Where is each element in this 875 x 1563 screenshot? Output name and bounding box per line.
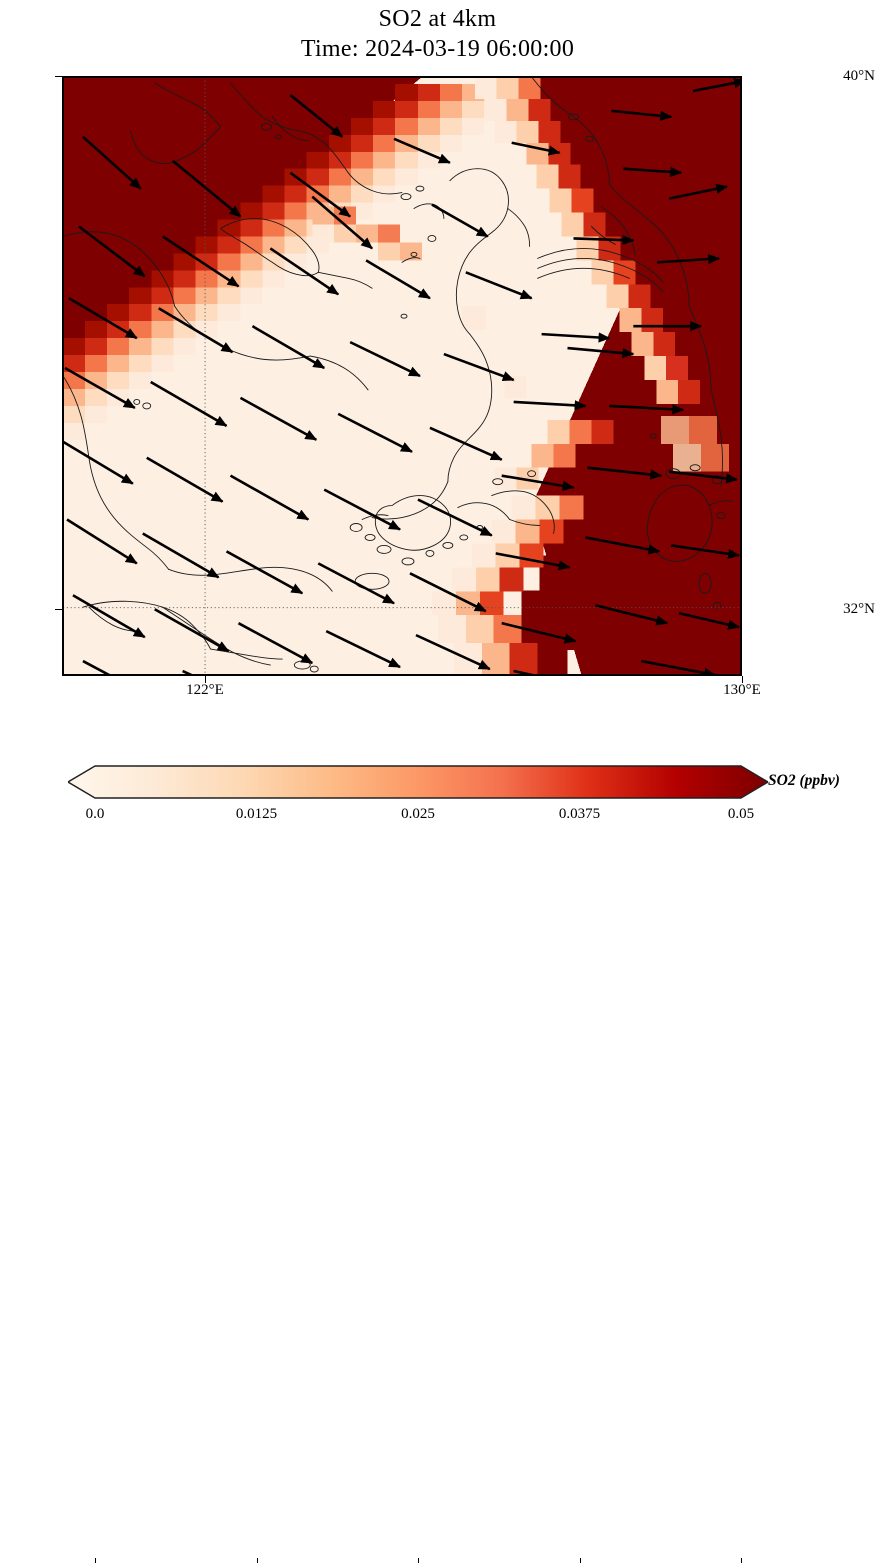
colorbar-tick-4 [741, 1558, 743, 1563]
colorbar-tick-1 [256, 1558, 258, 1563]
colorbar-tick-0 [95, 1558, 97, 1563]
so2-heatmap-canvas [63, 77, 741, 675]
east-saturated-region [431, 77, 741, 675]
colorbar-tick-label-2: 0.025 [401, 806, 435, 822]
colorbar-title: SO2 (ppbv) [768, 772, 840, 789]
chart-subtitle: Time: 2024-03-19 06:00:00 [300, 36, 575, 62]
colorbar-gradient [68, 765, 768, 799]
x-axis-label-122e: 122°E [186, 682, 224, 698]
y-tick-mark-32n [55, 608, 62, 610]
y-tick-mark-40n [55, 75, 62, 77]
colorbar-tick-label-0: 0.0 [85, 806, 105, 822]
y-axis-label-32n: 32°N [843, 601, 875, 617]
colorbar [68, 763, 768, 1563]
colorbar-tick-label-4: 0.05 [727, 806, 755, 822]
colorbar-tick-label-1: 0.0125 [235, 806, 278, 822]
x-axis-label-130e: 130°E [723, 682, 761, 698]
coastline-overlay [63, 77, 734, 673]
chart-title-block: SO2 at 4km Time: 2024-03-19 06:00:00 [0, 4, 875, 64]
x-tick-mark-130e [741, 676, 743, 683]
colorbar-tick-label-3: 0.0375 [558, 806, 601, 822]
x-tick-mark-122e [204, 676, 206, 683]
colorbar-tick-2 [418, 1558, 420, 1563]
colorbar-tick-3 [579, 1558, 581, 1563]
map-plot-area [62, 76, 742, 676]
wind-vector-field [63, 77, 741, 675]
page-title: SO2 at 4km [378, 6, 497, 32]
y-axis-label-40n: 40°N [843, 68, 875, 84]
